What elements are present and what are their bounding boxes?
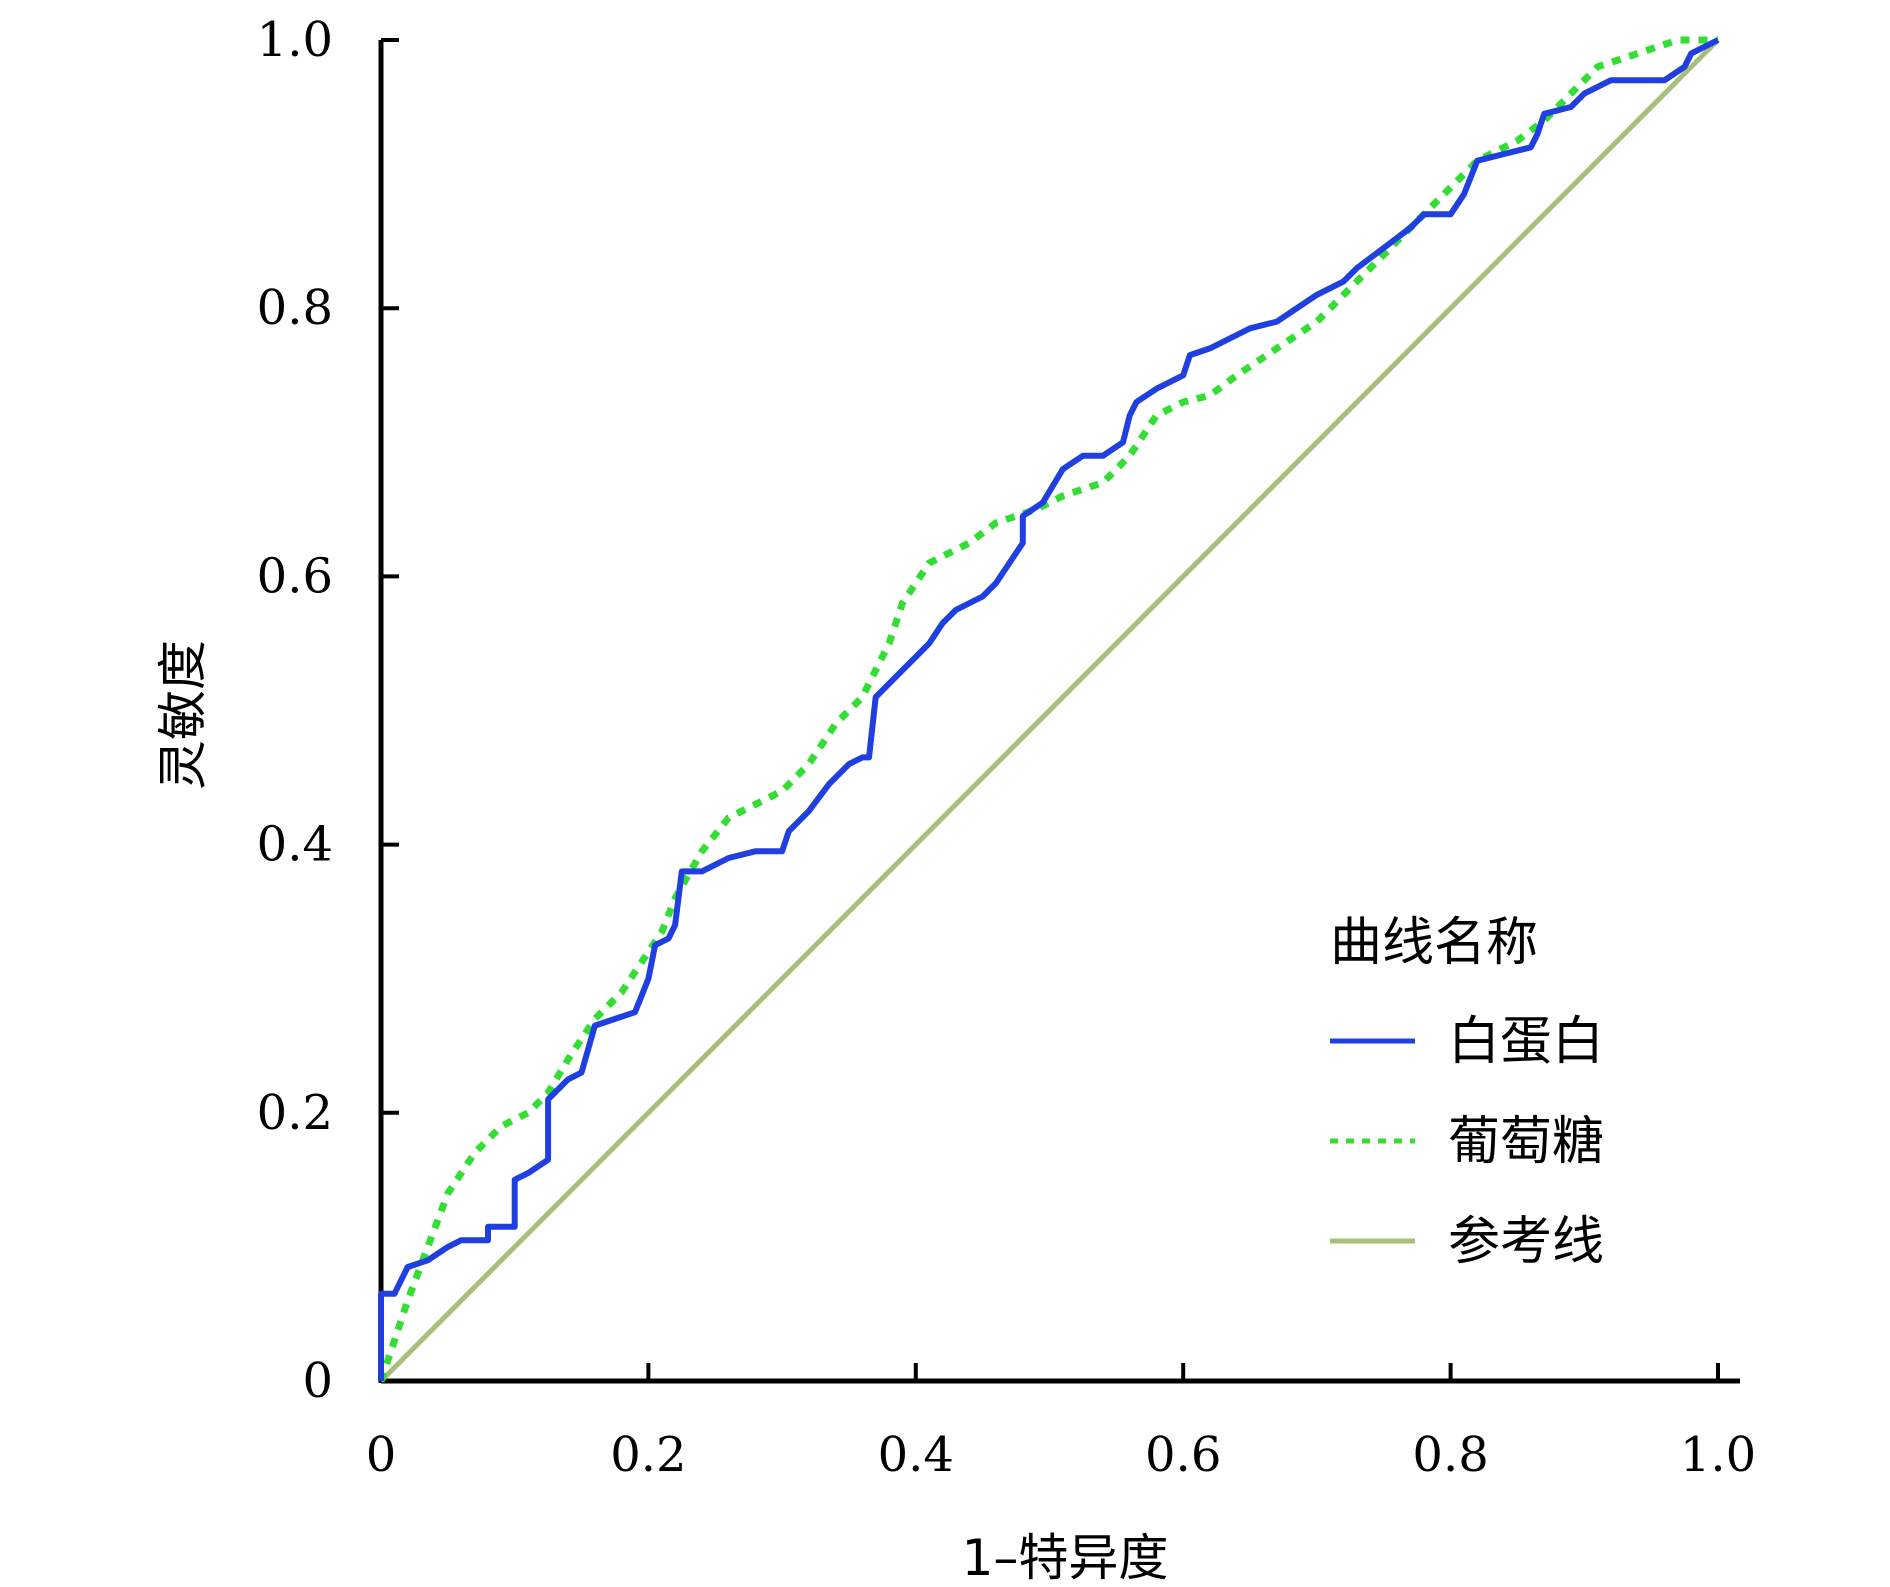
y-axis-title: 灵敏度 [154,640,212,790]
legend-title: 曲线名称 [1330,913,1538,973]
x-axis-title: 1–特异度 [962,1529,1169,1587]
x-tick-label: 0.6 [1145,1427,1221,1483]
x-tick-label: 0.8 [1412,1427,1488,1483]
series-line-1 [377,36,1718,1383]
y-tick-label: 0.2 [257,1085,333,1141]
x-ticks: 0 0.2 0.4 0.6 0.8 1.0 [366,1363,1756,1483]
y-tick-label: 0.4 [257,817,333,873]
x-tick-label: 0.2 [610,1427,686,1483]
y-tick-label: 0.6 [257,548,333,604]
axes [378,40,1740,1384]
x-tick-label: 0 [366,1427,397,1483]
legend-label-2: 参考线 [1448,1212,1604,1272]
legend-label-1: 葡萄糖 [1448,1112,1604,1172]
series-line-0 [378,37,1720,1381]
y-ticks: 0 0.2 0.4 0.6 0.8 1.0 [257,12,399,1409]
y-tick-label: 0.8 [257,280,333,336]
x-tick-label: 0.4 [878,1427,954,1483]
legend-label-0: 白蛋白 [1448,1012,1604,1072]
y-tick-label: 0 [302,1353,333,1409]
plot-series [377,36,1720,1383]
series-line-2 [379,38,1720,1383]
x-tick-label: 1.0 [1680,1427,1756,1483]
y-tick-label: 1.0 [257,12,333,68]
